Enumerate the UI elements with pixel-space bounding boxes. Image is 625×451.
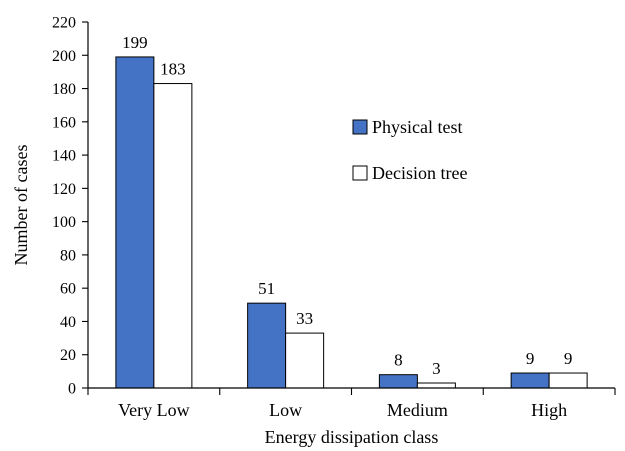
x-category-label: High <box>531 400 567 420</box>
data-label: 9 <box>564 349 573 368</box>
data-label: 9 <box>526 349 535 368</box>
data-label: 33 <box>296 309 313 328</box>
legend-label-physical-test: Physical test <box>372 117 463 137</box>
y-tick-label: 140 <box>52 148 76 165</box>
y-tick-label: 160 <box>52 114 76 131</box>
bar-physical-test <box>510 372 550 389</box>
legend-label-decision-tree: Decision tree <box>372 163 467 183</box>
y-tick-label: 80 <box>60 247 76 264</box>
y-tick-label: 200 <box>52 48 76 65</box>
legend-swatch-decision-tree <box>352 165 368 181</box>
x-category-label: Very Low <box>118 400 189 420</box>
y-tick-label: 220 <box>52 15 76 32</box>
data-label: 51 <box>258 279 275 298</box>
bar-physical-test <box>247 302 287 389</box>
y-tick-label: 60 <box>60 281 76 298</box>
y-tick-label: 180 <box>52 81 76 98</box>
legend: Physical test Decision tree <box>352 117 467 183</box>
bars <box>115 56 588 389</box>
x-axis-ticks: Very Low Low Medium High <box>87 388 616 420</box>
data-label: 199 <box>122 33 148 52</box>
y-tick-label: 40 <box>60 314 76 331</box>
x-axis-title: Energy dissipation class <box>265 427 439 447</box>
y-tick-label: 100 <box>52 214 76 231</box>
bar-decision-tree <box>416 382 456 389</box>
data-labels: 199 183 51 33 8 3 9 9 <box>122 33 572 378</box>
y-axis-ticks: 0 20 40 60 80 100 120 140 160 180 200 220 <box>52 15 88 398</box>
y-axis-title: Number of cases <box>11 145 31 266</box>
y-tick-label: 0 <box>68 381 76 398</box>
legend-swatch-physical-test <box>352 119 368 135</box>
data-label: 8 <box>394 351 403 370</box>
bar-decision-tree <box>285 332 325 389</box>
bar-physical-test <box>378 374 418 389</box>
x-category-label: Medium <box>387 400 448 420</box>
y-tick-label: 120 <box>52 181 76 198</box>
x-category-label: Low <box>269 400 302 420</box>
data-label: 183 <box>160 60 186 79</box>
bar-physical-test <box>115 56 155 389</box>
y-tick-label: 20 <box>60 347 76 364</box>
bar-decision-tree <box>153 83 193 389</box>
bar-decision-tree <box>548 372 588 389</box>
data-label: 3 <box>432 359 441 378</box>
